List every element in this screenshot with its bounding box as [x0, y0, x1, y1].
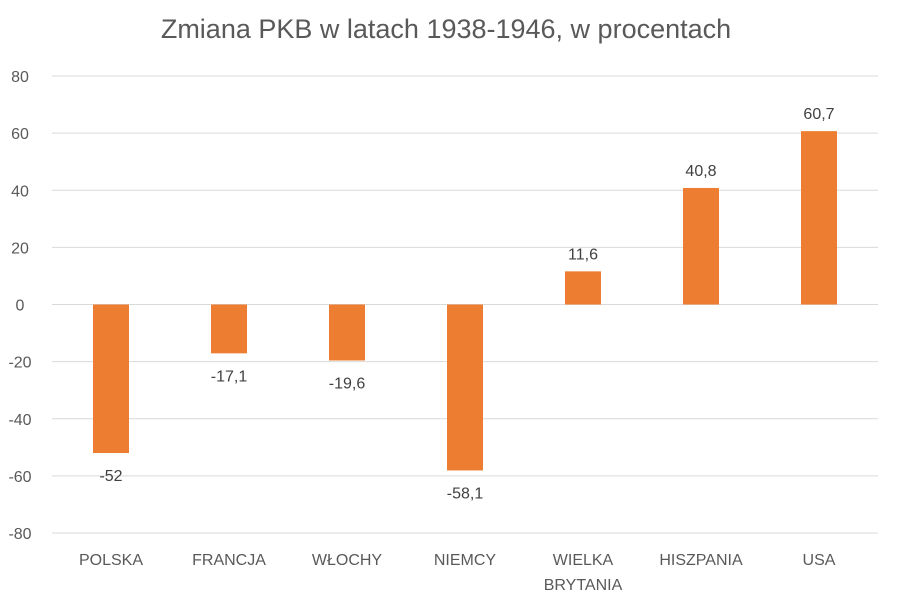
bar [211, 304, 247, 354]
y-tick-label: -60 [8, 469, 31, 486]
x-tick-label: FRANCJA [192, 552, 266, 569]
y-tick-label: 80 [11, 69, 29, 86]
chart-title: Zmiana PKB w latach 1938-1946, w procent… [161, 14, 731, 44]
data-labels: -52 -17,1 -19,6 -58,1 11,6 40,8 60,7 [99, 106, 834, 502]
y-tick-label: -80 [8, 526, 31, 543]
data-label: -19,6 [329, 375, 366, 392]
bar [447, 304, 483, 471]
y-tick-label: -40 [8, 412, 31, 429]
x-tick-label: HISZPANIA [659, 552, 743, 569]
bar [801, 131, 837, 305]
x-tick-label: POLSKA [79, 552, 143, 569]
bars [93, 131, 837, 471]
x-axis-ticks: POLSKA FRANCJA WŁOCHY NIEMCY WIELKA BRYTANIA H… [79, 552, 836, 594]
bar [93, 304, 129, 454]
y-axis-ticks: -80 -60 -40 -20 0 20 40 60 80 [8, 69, 31, 543]
y-tick-label: 60 [11, 126, 29, 143]
x-tick-label: WIELKA BRYTANIA [544, 552, 623, 594]
bar [565, 271, 601, 305]
bar [683, 187, 719, 305]
data-label: -52 [99, 468, 122, 485]
data-label: -17,1 [211, 368, 248, 385]
x-tick-label: WŁOCHY [312, 552, 383, 569]
x-tick-label: USA [803, 552, 836, 569]
data-label: 11,6 [568, 246, 598, 263]
y-tick-label: 20 [11, 240, 29, 257]
y-tick-label: -20 [8, 355, 31, 372]
y-tick-label: 0 [16, 298, 25, 315]
data-label: 40,8 [685, 163, 716, 180]
bar [329, 304, 365, 361]
x-tick-label: NIEMCY [434, 552, 497, 569]
data-label: 60,7 [803, 106, 834, 123]
y-tick-label: 40 [11, 183, 29, 200]
data-label: -58,1 [447, 485, 484, 502]
